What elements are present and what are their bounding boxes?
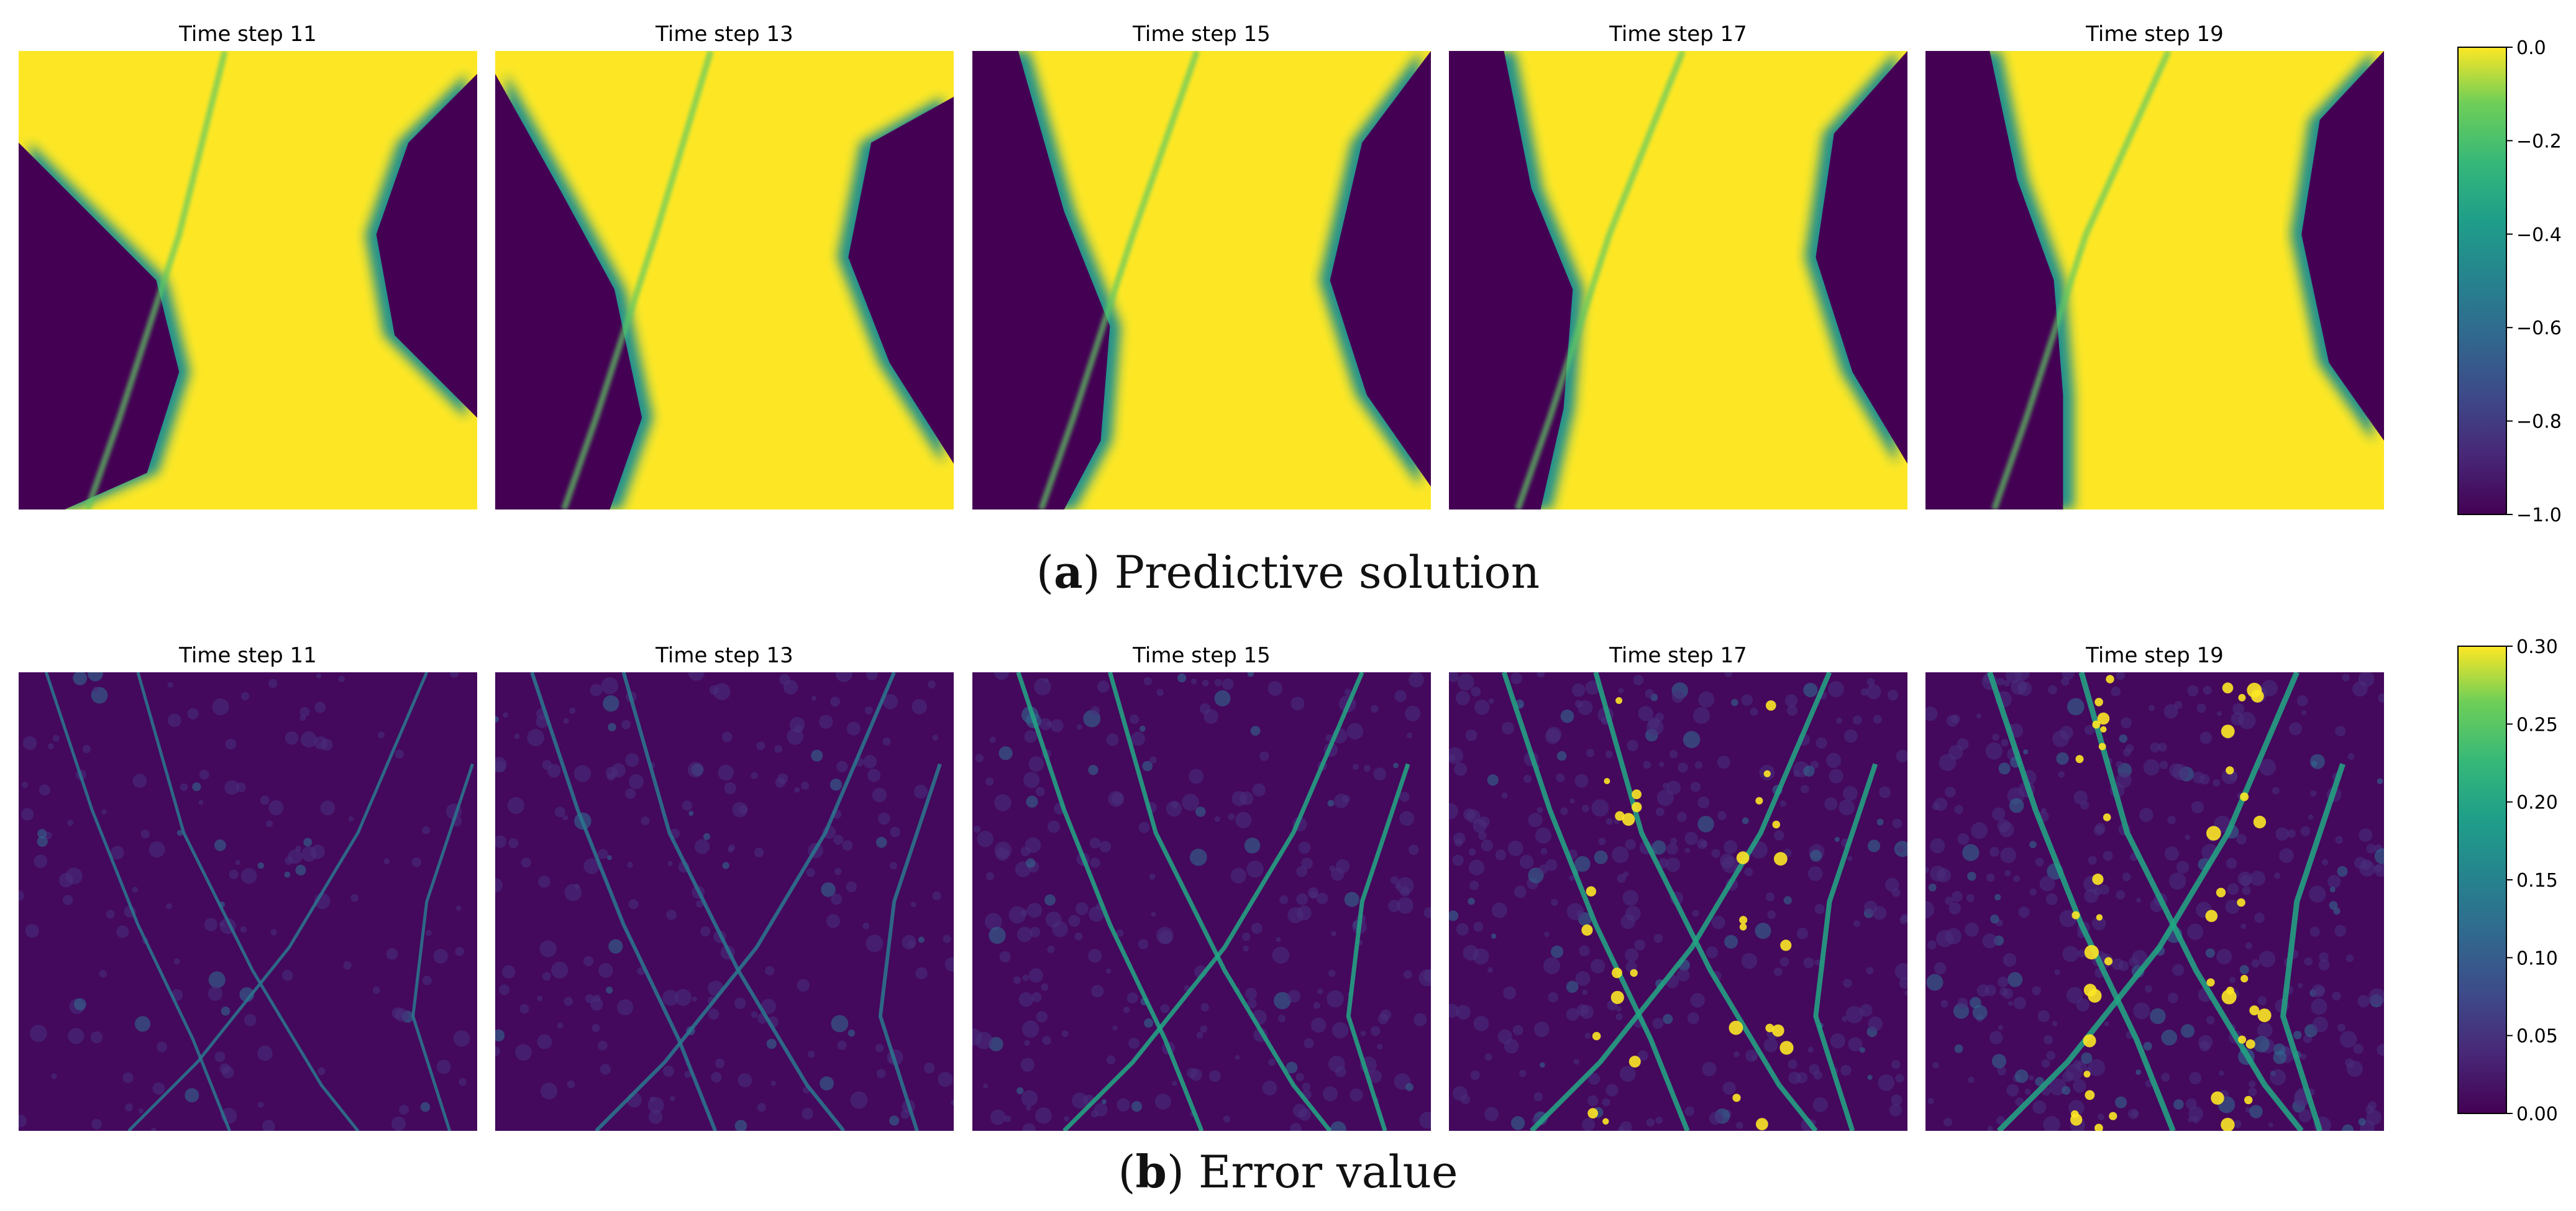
error-map-1 <box>495 672 954 1131</box>
colorbar-tick-label-1-4: 0.10 <box>2516 948 2558 969</box>
solution-map-0 <box>19 51 477 510</box>
solution-map-2 <box>972 51 1431 510</box>
colorbar-tick-label-0-3: −0.6 <box>2516 318 2562 339</box>
caption-b-text: Error value <box>1198 1146 1458 1198</box>
colorbar-tick-label-1-2: 0.20 <box>2516 792 2558 814</box>
colorbar-tick-label-0-0: 0.0 <box>2516 37 2546 59</box>
panel-title-0-1: Time step 13 <box>655 22 793 47</box>
colorbar-tick-label-1-1: 0.25 <box>2516 714 2558 736</box>
caption-b: (b) Error value <box>1118 1145 1458 1198</box>
panel-title-1-1: Time step 13 <box>655 643 793 668</box>
panel-title-0-3: Time step 17 <box>1609 22 1747 47</box>
panel-title-1-3: Time step 17 <box>1609 643 1747 668</box>
error-map-3 <box>1449 672 1907 1131</box>
colorbar-tick-label-0-1: −0.2 <box>2516 130 2562 152</box>
colorbar-tick-label-1-6: 0.00 <box>2516 1104 2558 1125</box>
panel-title-0-4: Time step 19 <box>2085 22 2224 47</box>
caption-a-text: Predictive solution <box>1114 546 1540 598</box>
colorbar-tick-label-1-3: 0.15 <box>2516 870 2558 892</box>
colorbar-0 <box>2457 47 2507 515</box>
caption-a: (a) Predictive solution <box>1036 546 1540 598</box>
panel-title-1-0: Time step 11 <box>178 643 317 668</box>
caption-b-label: b <box>1135 1145 1167 1198</box>
solution-map-3 <box>1449 51 1907 510</box>
caption-a-label: a <box>1054 546 1083 598</box>
error-map-4 <box>1925 672 2384 1131</box>
panel-title-0-2: Time step 15 <box>1132 22 1271 47</box>
colorbar-tick-label-0-2: −0.4 <box>2516 224 2562 246</box>
solution-map-4 <box>1925 51 2384 510</box>
solution-map-1 <box>495 51 954 510</box>
colorbar-tick-label-1-0: 0.30 <box>2516 636 2558 658</box>
panel-title-0-0: Time step 11 <box>178 22 317 47</box>
colorbar-tick-label-1-5: 0.05 <box>2516 1026 2558 1048</box>
error-map-0 <box>19 672 477 1131</box>
colorbar-1 <box>2457 646 2507 1114</box>
predictive-solution-row: Time step 11 Time step 13 Time step 15 Time… <box>19 22 2562 526</box>
error-value-row: Time step 11 Time step 13 Time step 15 Time… <box>19 636 2558 1131</box>
colorbar-tick-label-0-5: −1.0 <box>2516 505 2562 526</box>
error-map-2 <box>972 672 1431 1131</box>
colorbar-tick-label-0-4: −0.8 <box>2516 411 2562 433</box>
panel-title-1-4: Time step 19 <box>2085 643 2224 668</box>
panel-title-1-2: Time step 15 <box>1132 643 1271 668</box>
